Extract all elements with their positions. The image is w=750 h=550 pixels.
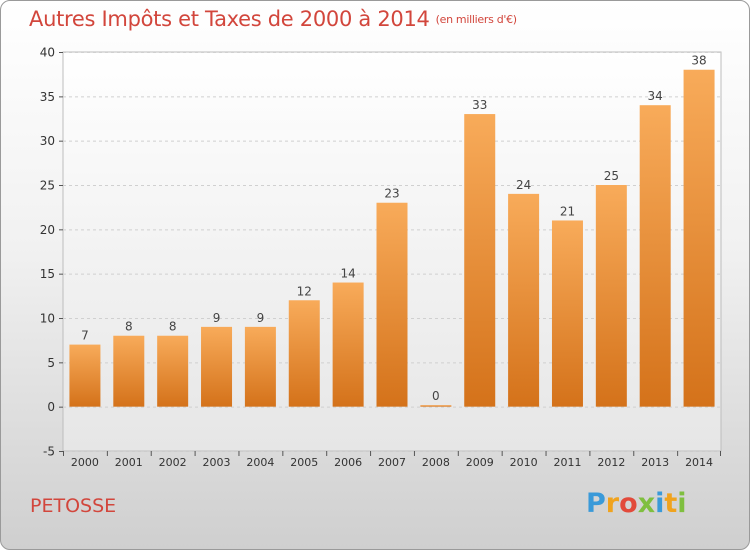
y-tick-label: 15 bbox=[40, 267, 55, 281]
logo-letter: i bbox=[677, 488, 687, 519]
x-tick-label: 2002 bbox=[159, 456, 187, 469]
data-label: 0 bbox=[432, 389, 440, 403]
logo-letter: i bbox=[655, 488, 665, 519]
y-tick-label: 40 bbox=[40, 46, 55, 60]
bar bbox=[157, 335, 189, 407]
logo-letter: P bbox=[586, 488, 606, 519]
data-label: 8 bbox=[125, 320, 133, 334]
bar bbox=[551, 220, 583, 407]
data-label: 9 bbox=[257, 311, 265, 325]
bar bbox=[69, 344, 101, 407]
x-tick-label: 2009 bbox=[466, 456, 494, 469]
bar bbox=[683, 69, 715, 407]
bar bbox=[201, 326, 233, 407]
bar bbox=[508, 193, 540, 407]
commune-name: PETOSSE bbox=[30, 495, 117, 517]
x-tick-label: 2012 bbox=[597, 456, 625, 469]
logo-letter: r bbox=[605, 488, 620, 519]
x-tick-label: 2007 bbox=[378, 456, 406, 469]
x-tick-label: 2011 bbox=[553, 456, 581, 469]
x-tick-label: 2013 bbox=[641, 456, 669, 469]
y-tick-label: 5 bbox=[47, 356, 55, 370]
data-label: 9 bbox=[213, 311, 221, 325]
proxiti-logo: Proxiti bbox=[586, 488, 687, 519]
data-label: 33 bbox=[472, 98, 487, 112]
chart-unit: (en milliers d'€) bbox=[435, 13, 517, 26]
data-label: 21 bbox=[560, 204, 575, 218]
data-label: 25 bbox=[604, 169, 619, 183]
y-tick-label: -5 bbox=[43, 445, 55, 459]
x-tick-label: 2000 bbox=[71, 456, 99, 469]
x-tick-label: 2005 bbox=[290, 456, 318, 469]
logo-letter: o bbox=[619, 488, 638, 519]
data-label: 12 bbox=[297, 284, 312, 298]
y-tick-label: 30 bbox=[40, 134, 55, 148]
x-tick-label: 2010 bbox=[510, 456, 538, 469]
bar bbox=[332, 282, 364, 407]
chart-title: Autres Impôts et Taxes de 2000 à 2014 (en… bbox=[29, 7, 517, 31]
y-tick-label: 0 bbox=[47, 400, 55, 414]
y-tick-label: 25 bbox=[40, 179, 55, 193]
bar bbox=[464, 114, 496, 407]
data-label: 7 bbox=[81, 329, 89, 343]
data-label: 24 bbox=[516, 178, 531, 192]
data-label: 8 bbox=[169, 320, 177, 334]
logo-letter: t bbox=[664, 488, 678, 519]
y-tick-label: 35 bbox=[40, 90, 55, 104]
bar bbox=[288, 300, 320, 407]
data-label: 23 bbox=[384, 187, 399, 201]
y-tick-label: 10 bbox=[40, 312, 55, 326]
bar bbox=[244, 326, 276, 407]
x-tick-label: 2004 bbox=[246, 456, 274, 469]
x-tick-label: 2006 bbox=[334, 456, 362, 469]
bar bbox=[595, 185, 627, 407]
data-label: 14 bbox=[340, 267, 355, 281]
x-tick-label: 2008 bbox=[422, 456, 450, 469]
bar bbox=[420, 405, 452, 407]
logo-letter: x bbox=[637, 488, 656, 519]
bar bbox=[376, 202, 408, 407]
x-tick-label: 2014 bbox=[685, 456, 713, 469]
bar bbox=[639, 105, 671, 407]
y-tick-label: 20 bbox=[40, 223, 55, 237]
chart-title-text: Autres Impôts et Taxes de 2000 à 2014 bbox=[29, 7, 430, 31]
x-tick-label: 2001 bbox=[115, 456, 143, 469]
data-label: 38 bbox=[691, 54, 706, 68]
x-tick-label: 2003 bbox=[203, 456, 231, 469]
bar bbox=[113, 335, 145, 407]
data-label: 34 bbox=[648, 89, 663, 103]
